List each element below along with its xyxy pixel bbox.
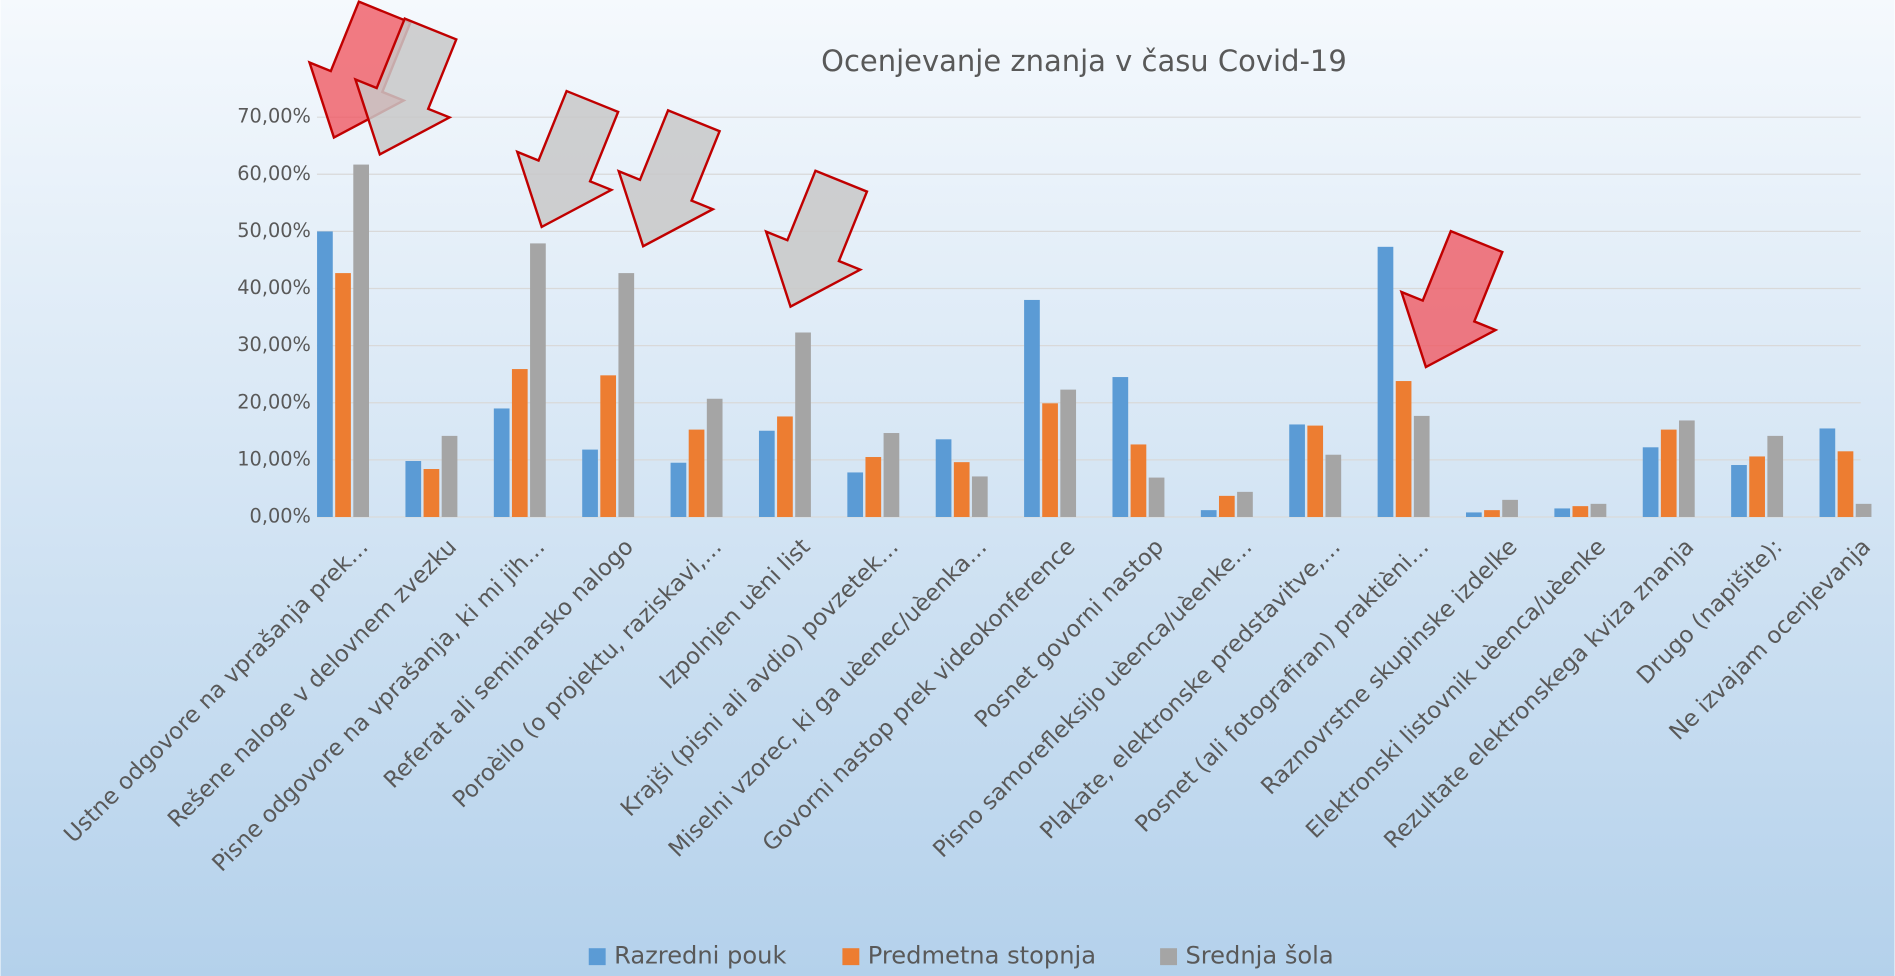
bar bbox=[441, 435, 458, 517]
legend-label: Predmetna stopnja bbox=[868, 942, 1096, 970]
bar bbox=[847, 472, 864, 517]
bar bbox=[1572, 506, 1589, 517]
bar bbox=[1200, 510, 1217, 517]
bar bbox=[1395, 381, 1412, 517]
bar bbox=[1642, 447, 1659, 517]
legend-label: Srednja šola bbox=[1185, 942, 1333, 970]
bar bbox=[953, 462, 970, 517]
bar bbox=[335, 273, 351, 517]
bar bbox=[971, 476, 988, 517]
bar bbox=[1112, 377, 1129, 517]
bar bbox=[1130, 444, 1147, 517]
bar bbox=[1767, 435, 1784, 517]
bar bbox=[1042, 403, 1058, 517]
bar bbox=[1855, 503, 1872, 517]
y-tick-label: 30,00% bbox=[237, 333, 311, 356]
bar bbox=[1218, 495, 1235, 517]
bar bbox=[353, 164, 370, 517]
bar bbox=[530, 243, 546, 517]
bar bbox=[511, 369, 528, 517]
bar bbox=[1307, 425, 1324, 517]
bar bbox=[423, 469, 440, 517]
bar bbox=[935, 439, 952, 517]
bar bbox=[1484, 510, 1500, 517]
y-tick-label: 0,00% bbox=[250, 504, 311, 527]
bar bbox=[670, 462, 687, 517]
bar bbox=[582, 449, 598, 517]
bar bbox=[1060, 389, 1077, 517]
bar bbox=[1502, 499, 1518, 517]
bar bbox=[1289, 424, 1305, 517]
bar bbox=[618, 273, 635, 517]
y-tick-label: 20,00% bbox=[237, 390, 311, 413]
bar bbox=[1749, 456, 1765, 517]
bar bbox=[1466, 512, 1482, 517]
bar bbox=[1237, 491, 1253, 517]
bar bbox=[1413, 415, 1430, 517]
bar bbox=[1731, 465, 1747, 517]
bar bbox=[1590, 503, 1607, 517]
y-tick-label: 10,00% bbox=[237, 447, 311, 470]
bar bbox=[1148, 477, 1165, 517]
bar bbox=[317, 231, 333, 517]
legend-label: Razredni pouk bbox=[614, 942, 786, 970]
legend-swatch bbox=[1160, 948, 1178, 966]
bar bbox=[1554, 508, 1571, 517]
bar bbox=[1024, 299, 1040, 517]
y-tick-label: 60,00% bbox=[237, 162, 311, 185]
bar bbox=[883, 433, 900, 517]
y-tick-label: 70,00% bbox=[237, 105, 311, 128]
legend-swatch bbox=[588, 948, 606, 966]
bar bbox=[405, 461, 422, 517]
bar bbox=[1819, 428, 1836, 517]
y-tick-label: 40,00% bbox=[237, 276, 311, 299]
bar bbox=[758, 430, 775, 517]
bar bbox=[706, 398, 723, 517]
y-tick-label: 50,00% bbox=[237, 219, 311, 242]
chart-title: Ocenjevanje znanja v času Covid-19 bbox=[821, 44, 1347, 78]
bar bbox=[1837, 451, 1854, 517]
legend-swatch bbox=[842, 948, 860, 966]
bar bbox=[600, 375, 617, 517]
bar bbox=[493, 408, 510, 517]
bar bbox=[865, 457, 882, 517]
bar bbox=[688, 429, 705, 517]
bar bbox=[1660, 429, 1677, 517]
bar bbox=[1377, 246, 1394, 517]
bar bbox=[795, 332, 811, 517]
bar bbox=[1325, 454, 1342, 517]
bar bbox=[1678, 420, 1695, 517]
bar bbox=[777, 416, 793, 517]
